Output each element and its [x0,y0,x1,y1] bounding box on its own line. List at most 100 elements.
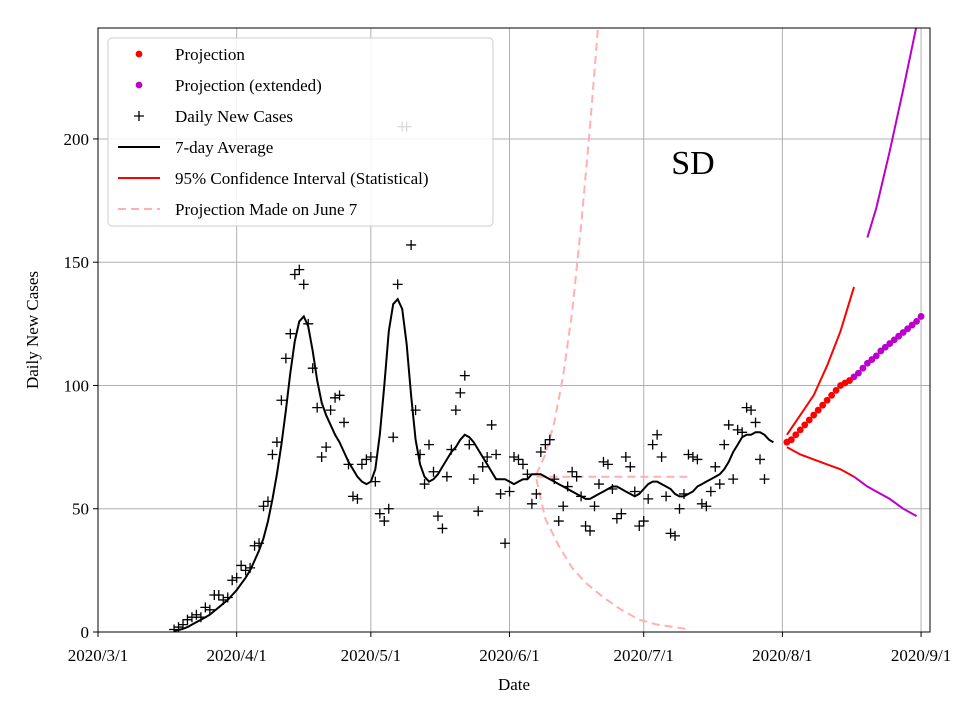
projection-extended-point [890,336,898,344]
daily-new-cases-point [240,565,251,576]
daily-new-cases-point [379,516,390,527]
x-tick-label: 2020/4/1 [206,646,266,665]
daily-new-cases-point [486,419,497,430]
daily-new-cases-point [526,498,537,509]
daily-new-cases-point [687,451,698,462]
projection-extended-point [895,332,903,340]
x-tick-label: 2020/9/1 [891,646,951,665]
daily-new-cases-point [267,449,278,460]
x-tick-label: 2020/8/1 [752,646,812,665]
daily-new-cases-point [670,530,681,541]
daily-new-cases-point [513,454,524,465]
y-tick-label: 50 [72,500,89,519]
projection-extended-point [886,340,894,347]
axis-ticks: 2020/3/1 2020/4/1 2020/5/1 2020/6/1 2020/7/1… [64,130,952,665]
daily-new-cases-point [204,604,215,615]
daily-new-cases-point [629,486,640,497]
projection-point [792,431,800,439]
daily-new-cases-point [732,424,743,435]
daily-new-cases-point [674,503,685,514]
daily-new-cases-point [759,474,770,485]
daily-new-cases-point [750,417,761,428]
daily-new-cases-point [441,471,452,482]
projection-point [814,406,822,414]
daily-new-cases-point [294,264,305,275]
daily-new-cases-point [468,474,479,485]
daily-new-cases-point [477,461,488,472]
chart-annotation: SD [671,145,714,182]
daily-new-cases-point [339,417,350,428]
projection-extended-point [908,321,916,329]
daily-new-cases-point [634,520,645,531]
daily-new-cases-point [334,390,345,401]
projection-extended-point [904,325,912,333]
daily-new-cases-point [312,402,323,413]
daily-new-cases-point [392,279,403,290]
daily-new-cases-point [665,528,676,539]
daily-new-cases-point [643,493,654,504]
daily-new-cases-point [616,508,627,519]
daily-new-cases-point [352,493,363,504]
daily-new-cases-point [611,513,622,524]
daily-new-cases-point [746,405,757,416]
daily-new-cases-point [598,456,609,467]
legend-marker-projection_extended [135,81,143,89]
daily-new-cases-point [361,454,372,465]
daily-new-cases-point [741,402,752,413]
ci-upper-line [786,286,855,436]
legend-label-average: 7-day Average [175,138,273,157]
daily-new-cases-point [271,437,282,448]
daily-new-cases-point [755,454,766,465]
june7-projection-upper-line [535,28,600,475]
daily-new-cases-point [213,590,224,601]
projection-extended-point [877,347,885,355]
legend: Projection Projection (extended) Daily New… [107,37,494,227]
daily-new-cases-point [370,476,381,487]
june7-projection-lower-line [535,478,689,631]
daily-new-cases-point [227,575,238,586]
daily-new-cases-point [723,419,734,430]
daily-new-cases-point [571,471,582,482]
daily-new-cases-point [509,451,519,462]
daily-new-cases-point [316,451,327,462]
daily-new-cases-point [428,466,439,477]
daily-new-cases-point [558,501,569,512]
projection-point [801,421,809,429]
daily-new-cases-point [710,461,721,472]
daily-new-cases-point [647,439,658,450]
daily-new-cases-point [388,432,399,443]
daily-new-cases-point [236,560,247,571]
projection-point [810,411,818,419]
plot-frame [97,27,931,633]
projection-point [823,396,831,404]
daily-new-cases-point [298,279,309,290]
projection-point [819,401,827,409]
x-tick-label: 2020/7/1 [613,646,673,665]
x-axis-label: Date [498,675,530,694]
daily-new-cases-point [652,429,663,440]
daily-new-cases-point [580,520,591,531]
daily-new-cases-point [728,474,739,485]
ci-lower-line [786,446,855,478]
daily-new-cases-point [553,516,564,527]
projection-point [828,391,835,399]
daily-new-cases-point [182,614,193,625]
daily-new-cases-point [705,486,716,497]
projection-extended-point [913,317,920,325]
daily-new-cases-point [330,392,341,403]
daily-new-cases-point [683,449,694,460]
daily-new-cases-point [535,447,546,458]
daily-new-cases-point [517,459,528,470]
projection-extended-point [899,329,907,336]
legend-label-projection_extended: Projection (extended) [175,76,322,95]
y-tick-label: 150 [64,253,90,272]
daily-new-cases-point [432,511,443,522]
daily-new-cases-point [661,491,672,502]
daily-new-cases-point [567,466,578,477]
daily-new-cases-point [504,486,515,497]
legend-box [107,37,494,227]
daily-new-cases-point [464,439,475,450]
daily-new-cases-point [455,387,466,398]
daily-new-cases-point [495,488,506,499]
projection-extended-point [859,364,867,372]
